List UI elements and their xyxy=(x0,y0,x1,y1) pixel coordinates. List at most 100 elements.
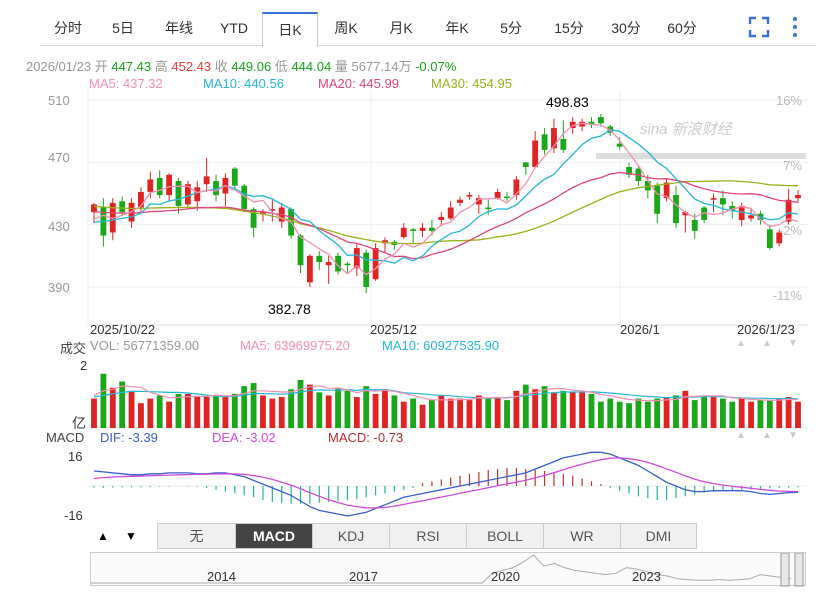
volume-bar xyxy=(203,397,210,428)
indicator-wr[interactable]: WR xyxy=(544,524,621,548)
volume-bar xyxy=(710,397,717,428)
candle-body xyxy=(748,215,754,219)
volume-bar xyxy=(644,401,651,428)
tab-weekly-k[interactable]: 周K xyxy=(334,20,358,36)
candle-body xyxy=(203,176,210,185)
candle-body xyxy=(485,207,492,210)
volume-bar xyxy=(429,400,435,428)
more-vertical-icon[interactable] xyxy=(790,16,800,38)
macd-axis-top: 16 xyxy=(68,449,82,464)
tab-5min[interactable]: 5分 xyxy=(500,20,522,36)
candle-body xyxy=(184,184,191,205)
indicator-boll[interactable]: BOLL xyxy=(467,524,544,548)
collapse-up-icon-2[interactable]: ▲ xyxy=(762,338,772,349)
indicator-dmi[interactable]: DMI xyxy=(621,524,697,548)
volume-bar xyxy=(504,400,510,428)
volume-bar xyxy=(560,390,567,428)
collapse-down-icon[interactable]: ▼ xyxy=(788,338,798,349)
fullscreen-icon[interactable] xyxy=(748,16,770,38)
candle-body xyxy=(429,227,435,231)
ma10-label: MA10: 440.56 xyxy=(203,76,284,91)
tab-monthly-k[interactable]: 月K xyxy=(389,20,413,36)
date-label-jan: 2026/1 xyxy=(620,322,660,337)
macd-collapse-down-icon[interactable]: ▼ xyxy=(788,430,798,441)
tab-daily-k[interactable]: 日K xyxy=(262,12,318,47)
dea-line xyxy=(93,457,799,509)
macd-axis-bottom: -16 xyxy=(64,508,83,522)
tab-5day[interactable]: 5日 xyxy=(112,20,134,36)
candle-body xyxy=(335,255,341,272)
range-handle-left[interactable] xyxy=(780,552,790,587)
ma30-label: MA30: 454.95 xyxy=(431,76,512,91)
range-handle-right[interactable] xyxy=(794,552,804,587)
volume-axis-unit: 亿 xyxy=(72,415,86,431)
volume-bar xyxy=(260,395,266,428)
indicator-none[interactable]: 无 xyxy=(158,524,236,548)
date-label-end: 2026/1/23 xyxy=(737,322,795,337)
volume-bar xyxy=(757,400,764,428)
macd-chart[interactable]: 16 -16 xyxy=(0,448,828,522)
candle-body xyxy=(344,263,351,266)
candle-body xyxy=(241,185,248,210)
volume-bar xyxy=(579,392,586,428)
indicator-macd[interactable]: MACD xyxy=(236,524,313,548)
pct-tick-m2: -2% xyxy=(779,223,803,238)
candle-body xyxy=(363,252,370,287)
tab-intraday[interactable]: 分时 xyxy=(54,20,82,36)
period-tab-bar: 分时 5日 年线 YTD 日K 周K 月K 年K 5分 15分 30分 60分 xyxy=(40,12,816,47)
candle-body xyxy=(325,262,332,266)
tab-30min[interactable]: 30分 xyxy=(611,20,641,36)
candle-body xyxy=(400,227,407,238)
candle-body xyxy=(738,205,745,220)
volume-bar xyxy=(213,395,219,428)
volume-bar xyxy=(231,393,238,428)
tab-ytd[interactable]: YTD xyxy=(220,20,248,36)
tab-15min[interactable]: 15分 xyxy=(554,20,584,36)
macd-collapse-up-icon[interactable]: ▲ xyxy=(736,430,746,441)
volume-ma5-label: MA5: 63969975.20 xyxy=(240,338,350,353)
volume_ma5-line xyxy=(93,385,798,402)
volume-bar xyxy=(701,395,708,428)
volume-bar xyxy=(588,393,595,428)
tab-yearly-k[interactable]: 年K xyxy=(445,20,469,36)
tab-60min[interactable]: 60分 xyxy=(667,20,697,36)
volume-bar xyxy=(91,398,97,428)
y-tick-430: 430 xyxy=(48,219,70,234)
volume-bar xyxy=(288,389,295,428)
candle-body xyxy=(316,255,323,263)
volume-chart[interactable]: 2 亿 xyxy=(0,356,828,432)
volume-bar xyxy=(541,386,548,428)
dif-label: DIF: -3.39 xyxy=(100,430,158,445)
volume-bar xyxy=(316,392,323,428)
volume-bar xyxy=(551,392,557,428)
y-tick-470: 470 xyxy=(48,150,70,165)
collapse-up-icon[interactable]: ▲ xyxy=(736,338,746,349)
pct-tick-m11: -11% xyxy=(773,288,803,303)
volume-legend: 成交 VOL: 56771359.00 MA5: 63969975.20 MA1… xyxy=(0,338,828,356)
ma20-line xyxy=(93,171,799,260)
candle-body xyxy=(213,181,219,196)
sina-watermark: sina 新浪财经 xyxy=(640,121,734,138)
tab-year-line[interactable]: 年线 xyxy=(165,20,193,36)
volume-bar xyxy=(391,395,398,428)
change-pct: -0.07% xyxy=(415,59,457,74)
indicator-rsi[interactable]: RSI xyxy=(390,524,467,548)
macd-collapse-up-icon-2[interactable]: ▲ xyxy=(762,430,772,441)
candle-body xyxy=(776,232,783,244)
indicator-scroll-down[interactable]: ▼ xyxy=(125,529,137,543)
candle-body xyxy=(785,199,792,222)
history-navigator[interactable]: 2014 2017 2020 2023 xyxy=(90,552,806,587)
candle-body xyxy=(795,195,801,199)
price-chart[interactable]: 510 470 430 390 16% 7% -2% -11% sina 新浪财… xyxy=(0,90,828,340)
volume-bar xyxy=(532,389,539,428)
candle-body xyxy=(691,219,698,231)
volume-bar xyxy=(447,398,454,428)
volume-bar xyxy=(325,395,332,428)
indicator-scroll-up[interactable]: ▲ xyxy=(97,529,109,543)
candle-body xyxy=(541,134,548,150)
high-label: 高 xyxy=(154,59,168,74)
volume-bar xyxy=(466,400,473,428)
indicator-kdj[interactable]: KDJ xyxy=(313,524,390,548)
mini-year-2023: 2023 xyxy=(632,569,661,584)
volume-bar xyxy=(119,381,126,428)
